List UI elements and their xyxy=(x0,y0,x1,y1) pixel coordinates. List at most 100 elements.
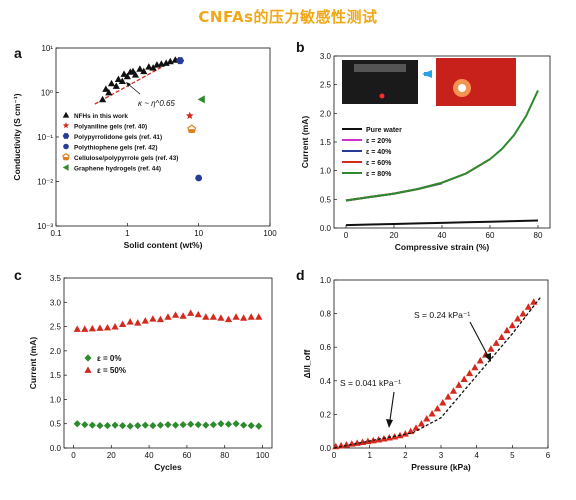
data-point xyxy=(240,314,248,321)
data-point xyxy=(232,313,240,320)
data-point xyxy=(498,333,506,340)
x-tick-label: 0 xyxy=(332,451,337,460)
data-point xyxy=(202,313,210,320)
y-tick-label: 3.0 xyxy=(50,298,62,307)
data-point xyxy=(417,420,425,427)
data-point xyxy=(73,325,81,332)
legend-marker xyxy=(62,133,70,139)
data-point xyxy=(197,95,205,104)
data-point xyxy=(119,422,127,430)
y-tick-label: 0.4 xyxy=(320,377,332,386)
x-tick-label: 60 xyxy=(182,451,191,460)
y-tick-label: 3.0 xyxy=(320,52,332,61)
legend-label: ε = 0% xyxy=(97,354,121,363)
x-tick-label: 2 xyxy=(403,451,408,460)
data-point xyxy=(187,420,195,428)
data-point xyxy=(224,420,233,428)
data-point xyxy=(81,421,89,429)
data-point xyxy=(460,375,468,382)
data-point xyxy=(134,319,142,326)
data-point xyxy=(111,322,119,330)
panel-label-a: a xyxy=(14,45,22,61)
x-tick-label: 6 xyxy=(546,451,551,460)
data-point xyxy=(195,174,203,182)
sensitivity-high-label: S = 0.24 kPa⁻¹ xyxy=(414,310,470,320)
inset-led-on xyxy=(458,84,466,92)
x-tick-label: 1 xyxy=(125,229,130,238)
y-tick-label: 1.0 xyxy=(50,395,62,404)
data-point xyxy=(102,85,110,92)
legend-label: NFHs in this work xyxy=(74,113,128,120)
y-tick-label: 2.0 xyxy=(320,109,332,118)
y-tick-label: 0.6 xyxy=(320,343,332,352)
data-point xyxy=(179,421,187,429)
x-tick-label: 40 xyxy=(145,451,154,460)
data-point xyxy=(123,72,131,80)
x-tick-label: 4 xyxy=(474,451,479,460)
data-point xyxy=(111,421,119,429)
data-point xyxy=(114,75,123,82)
legend-marker xyxy=(62,164,69,171)
legend-marker xyxy=(84,354,92,362)
data-point xyxy=(126,318,134,325)
data-point xyxy=(364,437,372,445)
legend-marker xyxy=(62,122,70,129)
annotation-arrow-high xyxy=(469,321,489,357)
legend-label: ε = 50% xyxy=(97,366,126,375)
data-point xyxy=(145,63,153,70)
data-point xyxy=(217,420,225,428)
data-point xyxy=(81,325,89,332)
data-point xyxy=(247,422,255,430)
data-point xyxy=(156,421,165,429)
data-point xyxy=(176,57,185,65)
legend-label: ε = 20% xyxy=(366,138,392,145)
y-tick-label: 2.0 xyxy=(50,347,62,356)
data-point xyxy=(164,313,172,320)
data-point xyxy=(149,64,157,71)
x-tick-label: 0 xyxy=(344,231,349,240)
data-point xyxy=(171,421,180,429)
inset-photo-bright xyxy=(436,58,516,106)
y-tick-label: 2.5 xyxy=(320,81,332,90)
data-point xyxy=(73,420,81,428)
data-point xyxy=(185,111,194,120)
data-point xyxy=(134,422,142,430)
x-tick-label: 20 xyxy=(107,451,116,460)
x-tick-label: 80 xyxy=(220,451,229,460)
data-point xyxy=(508,321,516,329)
x-tick-label: 3 xyxy=(439,451,444,460)
data-point xyxy=(112,82,120,89)
data-point xyxy=(164,421,172,429)
legend-label: Polythiophene gels (ref. 42) xyxy=(74,145,157,152)
data-point xyxy=(179,312,187,319)
panel-b-current-strain: 0 20 40 60 80 0.0 0.5 1.0 1.5 2.0 2.5 3.0 Compressiv… xyxy=(300,52,551,252)
y-tick-label: 0.0 xyxy=(320,444,332,453)
data-point-fill xyxy=(188,129,195,133)
data-point xyxy=(131,71,140,78)
y-axis-label: Conductivity (S cm⁻¹) xyxy=(12,93,22,180)
legend-label: Polypyrrolidone gels (ref. 41) xyxy=(74,134,162,141)
y-axis-label: ΔI/I_off xyxy=(302,349,312,378)
data-point xyxy=(465,369,474,377)
y-tick-label: 10⁻² xyxy=(37,178,53,187)
data-point xyxy=(149,315,157,322)
annotation-arrow xyxy=(127,83,141,95)
data-point xyxy=(224,315,233,323)
plot-frame xyxy=(333,279,549,449)
y-tick-label: 0.5 xyxy=(320,195,332,204)
data-point xyxy=(103,323,112,331)
x-tick-label: 1 xyxy=(367,451,372,460)
data-point xyxy=(247,313,255,320)
annotation-arrowhead-low xyxy=(386,419,393,428)
x-tick-label: 100 xyxy=(256,451,270,460)
x-axis-label: Compressive strain (%) xyxy=(395,242,490,252)
y-axis-label: Current (mA) xyxy=(300,116,310,169)
page-title: CNFAs的压力敏感性测试 xyxy=(198,8,378,26)
x-tick-label: 100 xyxy=(263,229,277,238)
annotation-arrow-low xyxy=(389,391,395,421)
x-axis-label: Cycles xyxy=(154,462,182,472)
data-point xyxy=(240,421,248,429)
data-point xyxy=(136,65,144,72)
x-tick-label: 80 xyxy=(534,231,543,240)
plot-frame xyxy=(63,277,273,449)
